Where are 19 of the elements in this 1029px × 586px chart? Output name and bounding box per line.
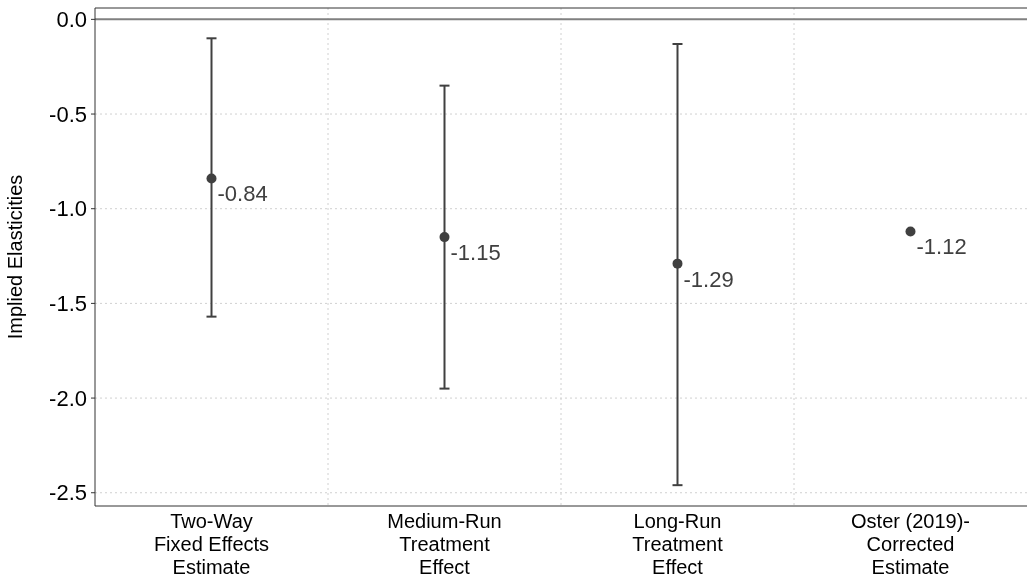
y-tick-label: -2.5 <box>49 480 87 506</box>
y-tick-label: -2.0 <box>49 385 87 411</box>
x-tick-label: Two-Way Fixed Effects Estimate <box>153 510 270 578</box>
y-axis-title: Implied Elasticities <box>4 174 26 340</box>
point <box>206 173 217 184</box>
point <box>439 232 450 243</box>
point <box>905 226 916 237</box>
x-tick-label: Long-Run Treatment Effect <box>632 510 724 578</box>
y-tick-label: -1.5 <box>49 291 87 317</box>
point <box>672 258 683 269</box>
x-tick-label: Medium-Run Treatment Effect <box>387 510 502 578</box>
data-label: -1.15 <box>450 240 501 266</box>
data-label: -1.12 <box>916 234 967 260</box>
y-tick-label: 0.0 <box>56 7 87 33</box>
y-tick-label: -0.5 <box>49 101 87 127</box>
x-tick-label: Oster (2019)- Corrected Estimate <box>851 510 970 578</box>
data-label: -0.84 <box>217 181 268 207</box>
data-label: -1.29 <box>683 266 734 292</box>
y-tick-label: -1.0 <box>49 196 87 222</box>
